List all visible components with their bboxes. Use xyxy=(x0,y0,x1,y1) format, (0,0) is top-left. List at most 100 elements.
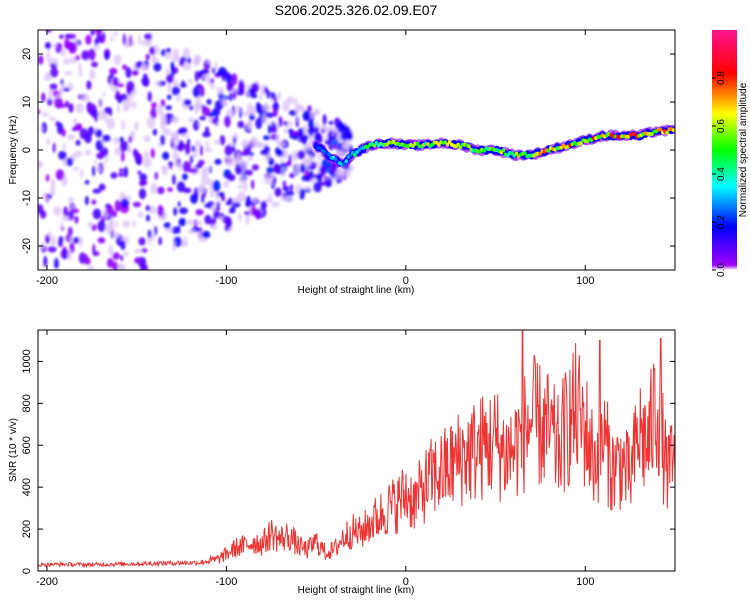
heatmap-cell xyxy=(225,201,231,206)
heatmap-cell xyxy=(178,127,188,135)
heatmap-cell xyxy=(205,126,210,135)
heatmap-cell xyxy=(205,141,210,148)
heatmap-cell xyxy=(87,221,93,228)
heatmap-cell xyxy=(192,86,200,98)
heatmap-cell xyxy=(122,141,129,152)
heatmap-cell xyxy=(192,119,200,131)
heatmap-cell xyxy=(84,254,89,265)
heatmap-cell xyxy=(92,243,96,255)
heatmap-cell xyxy=(67,134,76,141)
heatmap-cell xyxy=(157,204,164,217)
x-tick-label: -200 xyxy=(36,576,58,588)
heatmap-cell xyxy=(282,195,289,201)
heatmap-cell xyxy=(283,127,288,134)
heatmap-cell xyxy=(114,199,121,212)
heatmap-cell xyxy=(114,146,121,157)
heatmap-cell xyxy=(255,209,262,220)
heatmap-cell xyxy=(90,109,99,119)
heatmap-cell xyxy=(274,187,282,197)
heatmap-cell xyxy=(40,125,44,133)
heatmap-cell xyxy=(238,161,248,168)
heatmap-cell xyxy=(156,186,165,195)
heatmap-cell xyxy=(103,107,112,114)
heatmap-cell xyxy=(46,231,53,237)
heatmap-cell xyxy=(322,114,327,126)
heatmap-cell xyxy=(189,168,198,174)
heatmap-frequency-track xyxy=(312,124,675,169)
heatmap-cell xyxy=(39,210,47,219)
heatmap-cell xyxy=(249,105,256,116)
heatmap-cell xyxy=(328,120,334,126)
heatmap-cell xyxy=(296,164,301,170)
heatmap-cell xyxy=(125,220,130,228)
heatmap-cell xyxy=(59,34,64,39)
heatmap-cell xyxy=(247,155,253,161)
heatmap-cell xyxy=(160,112,166,120)
y-tick-label: -10 xyxy=(21,190,33,206)
heatmap-cell xyxy=(38,159,42,170)
y-tick-label: -20 xyxy=(21,238,33,254)
heatmap-cell xyxy=(194,147,199,153)
heatmap-cell xyxy=(178,140,184,152)
heatmap-cell xyxy=(107,75,112,85)
heatmap-cell xyxy=(415,141,420,146)
heatmap-cell xyxy=(192,57,199,66)
heatmap-cell xyxy=(88,48,96,61)
heatmap-cell xyxy=(66,157,74,167)
heatmap-cell xyxy=(206,59,212,65)
heatmap-cell xyxy=(280,166,286,178)
heatmap-cell xyxy=(163,222,171,229)
heatmap-cell xyxy=(151,102,158,109)
heatmap-cell xyxy=(245,214,250,225)
heatmap-cell xyxy=(220,97,227,107)
heatmap-cell xyxy=(272,107,278,118)
heatmap-cell xyxy=(224,115,231,128)
heatmap-cell xyxy=(341,150,347,156)
heatmap-cell xyxy=(126,81,135,93)
heatmap-cell xyxy=(275,166,282,175)
heatmap-cell xyxy=(216,70,222,76)
heatmap-cell xyxy=(223,180,230,188)
heatmap-cell xyxy=(110,85,119,92)
heatmap-cell xyxy=(299,188,305,200)
heatmap-cell xyxy=(250,93,258,99)
colorbar: 0.0 0.2 0.4 0.6 0.8 Normalized spectral ampl… xyxy=(712,30,749,277)
heatmap-cell xyxy=(98,99,103,108)
heatmap-cell xyxy=(67,249,72,261)
heatmap-cell xyxy=(194,102,204,110)
heatmap-cell xyxy=(302,110,310,122)
heatmap-cell xyxy=(49,116,57,122)
heatmap-cell xyxy=(131,101,137,109)
heatmap-cell xyxy=(143,150,149,160)
heatmap-cell xyxy=(92,208,102,220)
heatmap-cell xyxy=(263,135,271,141)
heatmap-cell xyxy=(104,50,110,61)
heatmap-cell xyxy=(195,209,204,216)
heatmap-cell xyxy=(237,191,246,202)
heatmap-cell xyxy=(141,248,148,253)
heatmap-cell xyxy=(81,50,90,61)
heatmap-cell xyxy=(112,231,121,239)
heatmap-cell xyxy=(264,173,269,186)
heatmap-cell xyxy=(120,198,130,208)
heatmap-cell xyxy=(226,174,236,182)
heatmap-cell xyxy=(176,181,186,193)
y-tick-label: 10 xyxy=(21,96,33,108)
heatmap-cell xyxy=(204,147,213,153)
heatmap-cell xyxy=(210,82,216,90)
heatmap-cell xyxy=(45,197,50,204)
heatmap-cell xyxy=(74,150,83,158)
heatmap-cell xyxy=(106,258,114,268)
heatmap-cell xyxy=(194,220,203,226)
heatmap-cell xyxy=(173,67,179,74)
heatmap-cell xyxy=(137,170,142,175)
heatmap-cell xyxy=(315,126,320,134)
heatmap-cell xyxy=(118,168,124,173)
heatmap-cell xyxy=(78,71,83,77)
heatmap-cell xyxy=(345,125,350,137)
heatmap-cell xyxy=(250,205,256,216)
x-tick-label: 0 xyxy=(403,576,409,588)
heatmap-cell xyxy=(62,215,70,221)
heatmap-cell xyxy=(114,220,119,228)
heatmap-cell xyxy=(120,151,125,162)
